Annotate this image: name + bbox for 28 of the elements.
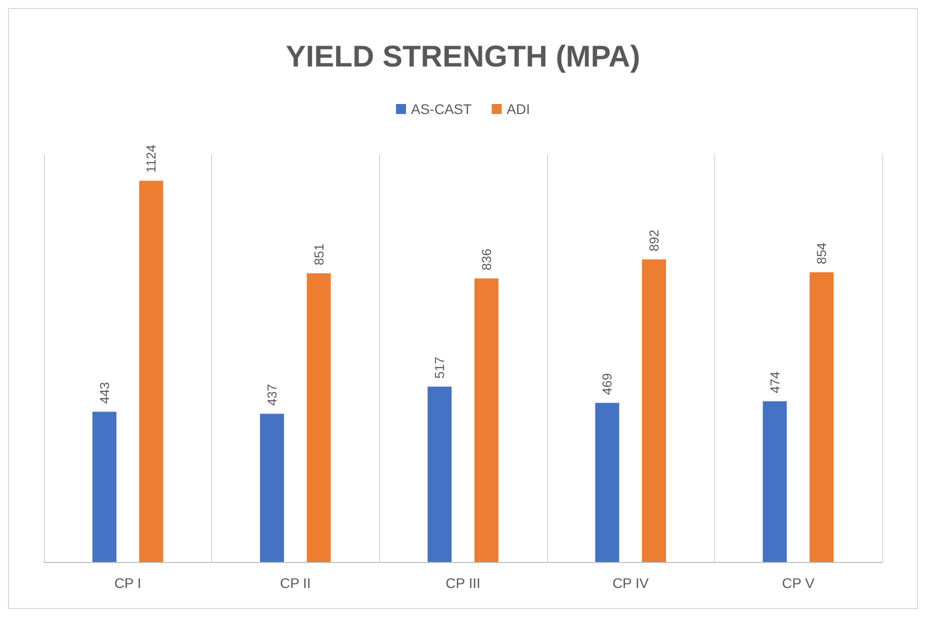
legend-label: AS-CAST <box>410 101 472 117</box>
bar <box>92 412 116 562</box>
bar <box>762 401 787 562</box>
bar <box>260 414 284 562</box>
bar <box>306 273 331 562</box>
bar <box>595 402 620 562</box>
bar <box>474 278 498 562</box>
bar <box>428 386 452 562</box>
data-label: 443 <box>96 382 112 404</box>
bar <box>139 180 164 562</box>
data-label: 851 <box>311 244 326 266</box>
x-tick-label: CP I <box>114 575 142 591</box>
x-tick-label: CP IV <box>612 575 650 591</box>
x-tick-label: CP V <box>782 575 816 591</box>
data-label: 437 <box>264 384 280 406</box>
data-label: 1124 <box>144 144 159 173</box>
bar <box>810 272 834 562</box>
data-label: 836 <box>478 248 494 270</box>
x-tick-label: CP III <box>446 575 480 591</box>
data-label: 854 <box>814 242 830 264</box>
legend-label: ADI <box>506 101 530 117</box>
data-label: 892 <box>646 230 662 252</box>
x-tick-label: CP II <box>280 575 311 591</box>
data-label: 474 <box>767 371 782 394</box>
data-label: 517 <box>432 356 448 379</box>
bar <box>642 259 666 562</box>
chart-title: YIELD STRENGTH (MPA) <box>286 40 640 74</box>
data-label: 469 <box>600 373 615 395</box>
